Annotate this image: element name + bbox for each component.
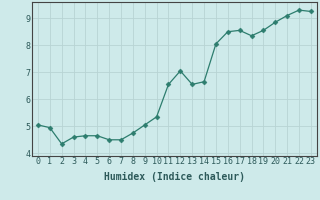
X-axis label: Humidex (Indice chaleur): Humidex (Indice chaleur) xyxy=(104,172,245,182)
